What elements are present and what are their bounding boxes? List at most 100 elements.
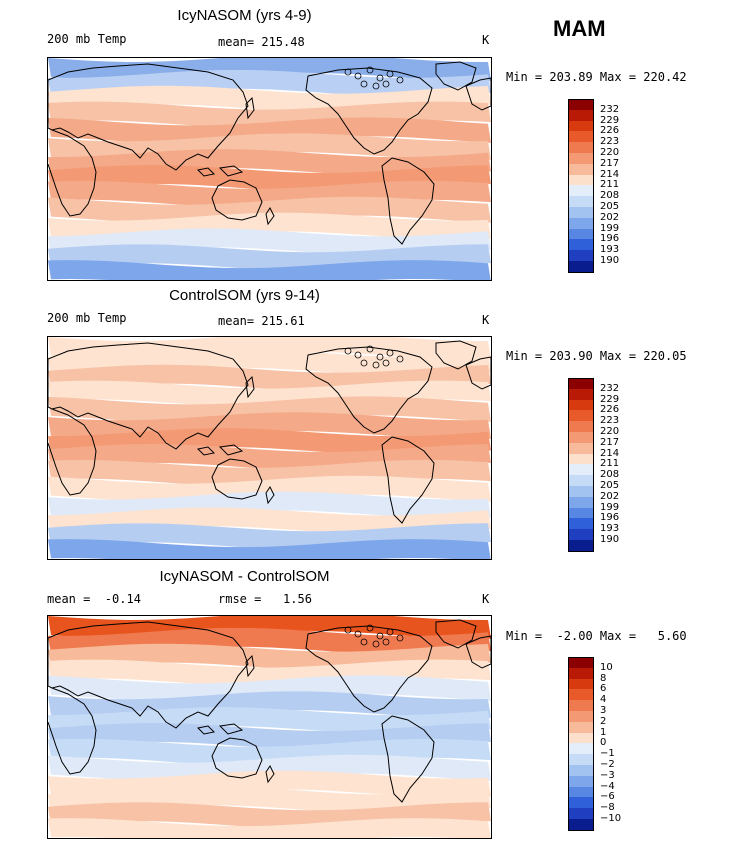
island-outline [360, 80, 368, 88]
colorbar-label: 214 [600, 447, 620, 459]
colorbar-swatch [568, 797, 594, 809]
colorbar-swatch [568, 120, 594, 132]
colorbar-label: 0 [600, 737, 607, 749]
colorbar-label: 229 [600, 114, 620, 126]
coastline [218, 444, 244, 456]
colorbar-swatch [568, 721, 594, 733]
unit-label: K [482, 313, 490, 327]
colorbar-swatch [568, 754, 594, 765]
map-svg [48, 58, 491, 280]
colorbar-label: 226 [600, 125, 620, 137]
colorbar-swatch [568, 250, 594, 261]
colorbar-swatch [568, 667, 594, 679]
colorbar-swatch [568, 399, 594, 411]
colorbar-label: 217 [600, 436, 620, 448]
coastline [381, 436, 435, 524]
island-outline [344, 626, 352, 634]
contour-band [48, 117, 491, 145]
colorbar-label: 211 [600, 458, 620, 470]
island-outline [396, 355, 404, 363]
coastline [305, 346, 433, 434]
island-outline [366, 66, 374, 74]
colorbar-swatch [568, 410, 594, 422]
colorbar-label: 205 [600, 480, 620, 491]
coastline [48, 63, 249, 171]
contour-band [48, 818, 491, 838]
colorbar-label: 10 [600, 661, 613, 673]
coastline [265, 207, 275, 226]
colorbar-label: −4 [600, 780, 615, 792]
colorbar-swatch [568, 421, 594, 432]
colorbar-label: 4 [600, 694, 607, 706]
island-outline [366, 345, 374, 353]
contour-band [48, 475, 491, 503]
island-outline [344, 347, 352, 355]
coastline [265, 486, 275, 505]
colorbar-swatch [568, 743, 594, 755]
colorbar-label: 2 [600, 715, 607, 727]
colorbar-swatch [568, 775, 594, 787]
island-outline [376, 74, 384, 82]
colorbar-label: −3 [600, 769, 615, 781]
season-label: MAM [553, 16, 606, 41]
colorbar-swatch [568, 657, 594, 669]
coastline [265, 765, 275, 784]
colorbar-swatch [568, 442, 594, 454]
colorbar-label: 223 [600, 415, 620, 427]
minmax-label: Min = 203.90 Max = 220.05 [506, 349, 687, 363]
coastline [48, 129, 97, 217]
colorbar-label: 6 [600, 683, 607, 695]
colorbar-label: 1 [600, 726, 607, 738]
coastline [218, 723, 244, 735]
coastline [381, 157, 435, 245]
colorbar-swatch [568, 540, 594, 552]
unit-label: K [482, 592, 490, 606]
mean-label: mean = -0.14 [47, 592, 141, 606]
island-outline [372, 361, 380, 369]
map-plot [47, 57, 492, 281]
colorbar-swatch [568, 432, 594, 443]
coastline [211, 458, 263, 500]
coastline [196, 725, 216, 735]
coastline [196, 446, 216, 456]
colorbar-label: 190 [600, 255, 620, 266]
coastline [465, 77, 491, 111]
colorbar-swatch [568, 228, 594, 240]
coastline [435, 340, 477, 370]
island-outline [344, 68, 352, 76]
colorbar-swatch [568, 185, 594, 197]
contour-band [48, 754, 491, 782]
map-plot [47, 336, 492, 560]
colorbar-swatch [568, 689, 594, 701]
coastline [381, 715, 435, 803]
coastline [211, 179, 263, 221]
colorbar-swatch [568, 99, 594, 111]
colorbar-swatch [568, 711, 594, 722]
colorbar-label: 3 [600, 705, 607, 716]
colorbar-swatch [568, 261, 594, 273]
island-outline [382, 638, 390, 646]
colorbar-label: 193 [600, 523, 620, 535]
colorbar-swatch [568, 507, 594, 519]
map-plot [47, 615, 492, 839]
island-outline [376, 353, 384, 361]
coastline [48, 621, 249, 729]
coastline [245, 96, 255, 120]
minmax-label: Min = -2.00 Max = 5.60 [506, 629, 687, 643]
mean-label: mean= 215.48 [218, 35, 305, 49]
colorbar-swatch [568, 153, 594, 164]
coastline [435, 61, 477, 91]
island-outline [382, 80, 390, 88]
colorbar-label: 193 [600, 244, 620, 256]
island-outline [366, 624, 374, 632]
colorbar-label: −2 [600, 759, 615, 770]
colorbar-swatch [568, 196, 594, 207]
mean-label: mean= 215.61 [218, 314, 305, 328]
colorbar-swatch [568, 786, 594, 798]
variable-label: 200 mb Temp [47, 311, 127, 325]
colorbar-label: 211 [600, 179, 620, 191]
island-outline [376, 632, 384, 640]
island-outline [382, 359, 390, 367]
colorbar-label: 190 [600, 534, 620, 545]
variable-label: 200 mb Temp [47, 32, 127, 46]
